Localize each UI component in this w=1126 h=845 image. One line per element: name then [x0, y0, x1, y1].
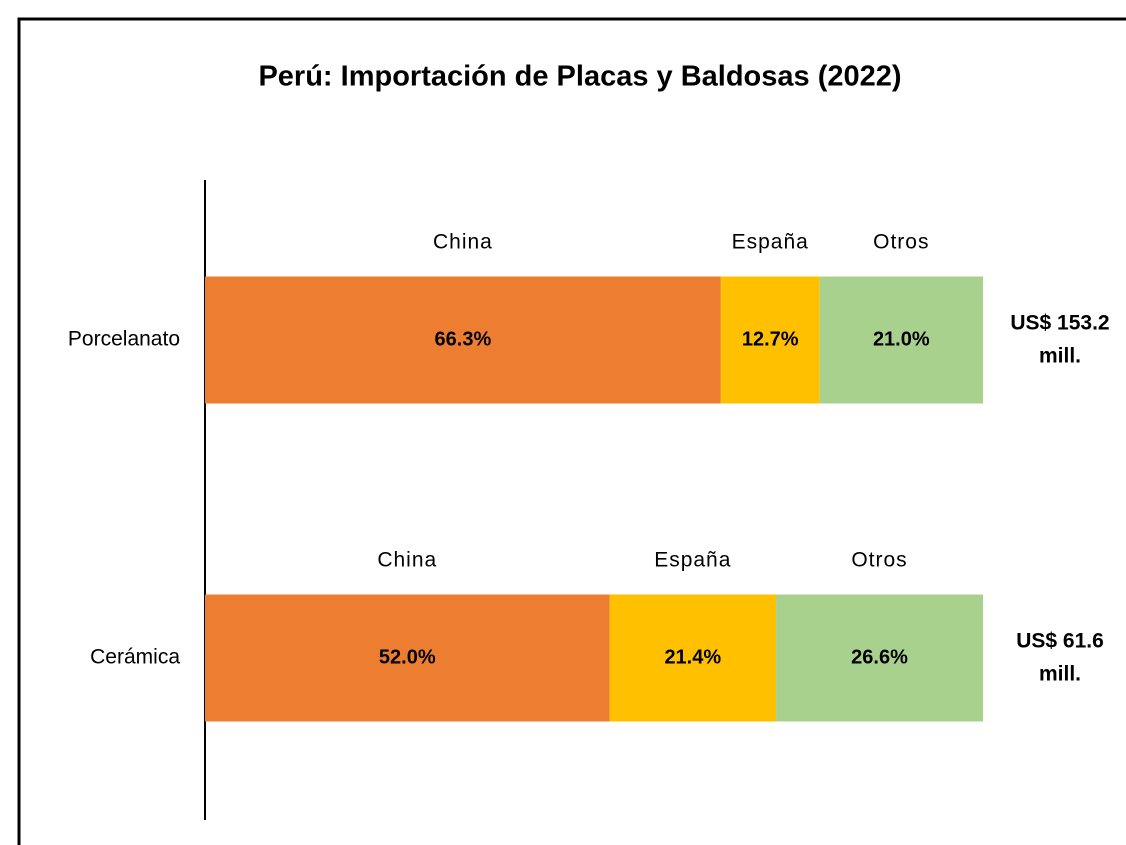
segment-name: Otros	[851, 549, 907, 572]
total-label: US$ 153.2	[1010, 312, 1109, 335]
value-label: 21.0%	[873, 328, 930, 350]
value-label: 21.4%	[664, 646, 721, 668]
segment-name: China	[433, 231, 493, 254]
value-label: 66.3%	[435, 328, 492, 350]
value-label: 52.0%	[379, 646, 436, 668]
value-label: 26.6%	[851, 646, 908, 668]
category-label: Porcelanato	[68, 328, 180, 351]
bar-segment	[776, 594, 983, 722]
bar-segment	[205, 276, 721, 404]
value-label: 12.7%	[742, 328, 799, 350]
bar-segment	[720, 276, 820, 404]
total-label: mill.	[1039, 345, 1081, 368]
segment-name: China	[377, 549, 437, 572]
segment-name: España	[654, 549, 731, 572]
total-label: US$ 61.6	[1016, 630, 1104, 653]
category-label: Cerámica	[90, 646, 180, 669]
segment-name: España	[732, 231, 809, 254]
bar-segment	[819, 276, 983, 404]
total-label: mill.	[1039, 663, 1081, 686]
bar-segment	[609, 594, 777, 722]
chart-title: Perú: Importación de Placas y Baldosas (…	[258, 61, 901, 93]
bar-segment	[205, 594, 610, 722]
segment-name: Otros	[873, 231, 929, 254]
